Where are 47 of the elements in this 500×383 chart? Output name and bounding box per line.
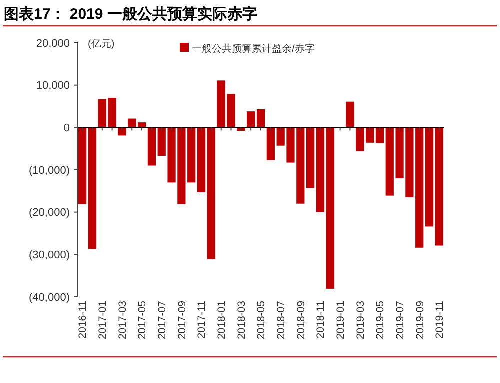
x-tick-label: 2018-01 [216, 300, 228, 340]
y-tick-label: (30,000) [29, 250, 70, 262]
x-tick-label: 2016-11 [77, 300, 90, 339]
bar [356, 128, 364, 152]
bar [118, 128, 126, 136]
x-tick-label: 2019-01 [334, 300, 347, 340]
bar [376, 128, 384, 144]
bar [326, 128, 334, 289]
x-tick-label: 2018-05 [256, 300, 268, 340]
bar [197, 128, 206, 192]
bar [207, 128, 216, 260]
chart-title: 图表17： 2019 一般公共预算实际赤字 [4, 5, 258, 23]
bar [78, 128, 87, 204]
x-tick-label: 2018-09 [295, 300, 308, 340]
x-tick-label: 2019-07 [394, 300, 406, 340]
x-tick-label: 2018-03 [236, 300, 248, 340]
y-tick-label: (40,000) [29, 292, 70, 304]
x-tick-label: 2017-11 [196, 300, 208, 339]
bar [88, 128, 97, 250]
x-tick-label: 2017-07 [156, 300, 169, 340]
x-tick-label: 2019-11 [434, 300, 446, 339]
bar [425, 128, 434, 227]
bar [316, 128, 325, 212]
x-tick-label: 2017-09 [176, 300, 188, 340]
x-tick-label: 2017-03 [116, 300, 129, 340]
bar [266, 128, 275, 160]
x-tick-label: 2019-05 [374, 300, 387, 340]
x-tick-label: 2018-11 [315, 300, 328, 339]
bar [435, 128, 444, 246]
y-tick-label: 10,000 [36, 80, 70, 92]
bar [256, 109, 266, 128]
bar [247, 112, 256, 128]
x-tick-label: 2017-05 [136, 300, 149, 340]
x-tick-label: 2017-01 [97, 300, 110, 340]
annotation: (亿元) [88, 39, 115, 50]
y-tick-label: (10,000) [29, 164, 70, 177]
y-tick-label: (20,000) [29, 207, 70, 220]
legend-label: 一般公共预算累计盈余/赤字 [192, 43, 315, 55]
x-tick-label: 2019-03 [354, 300, 367, 340]
bar [366, 128, 374, 143]
x-tick-label: 2018-07 [276, 300, 288, 340]
bar [306, 128, 315, 188]
y-tick-label: 0 [64, 122, 70, 135]
bar [346, 102, 354, 128]
bar [148, 128, 156, 166]
y-tick-label: 20,000 [36, 38, 70, 50]
x-tick-label: 2019-09 [414, 300, 426, 340]
